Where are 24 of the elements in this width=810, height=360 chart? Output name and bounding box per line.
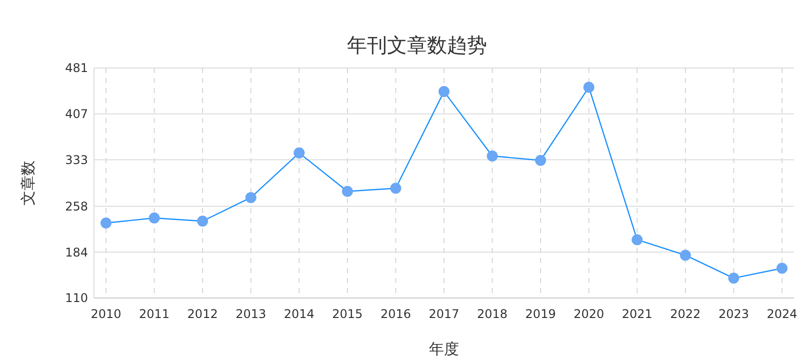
y-tick-label: 481 — [65, 61, 88, 76]
x-tick-label: 2018 — [477, 307, 508, 321]
x-tick-label: 2017 — [428, 307, 460, 321]
x-tick-label: 2015 — [332, 307, 363, 321]
x-tick-label: 2022 — [670, 307, 701, 321]
y-tick-label: 407 — [65, 107, 88, 122]
x-tick-label: 2019 — [525, 307, 556, 321]
x-tick-label: 2021 — [622, 307, 652, 321]
y-axis-title: 文章数 — [19, 160, 37, 206]
y-tick-label: 184 — [65, 245, 88, 260]
x-axis-title: 年度 — [429, 340, 459, 358]
x-tick-label: 2020 — [574, 307, 604, 321]
y-tick-label: 258 — [65, 199, 88, 214]
y-tick-label: 333 — [65, 152, 88, 167]
x-tick-label: 2023 — [718, 307, 749, 321]
x-tick-label: 2010 — [90, 307, 122, 321]
x-tick-label: 2013 — [236, 307, 266, 321]
x-tick-label: 2024 — [766, 307, 798, 321]
x-tick-label: 2011 — [139, 307, 170, 321]
x-tick-label: 2012 — [187, 307, 218, 321]
chart-title: 年刊文章数趋势 — [347, 33, 487, 57]
x-tick-label: 2016 — [380, 307, 411, 321]
y-tick-label: 110 — [65, 291, 88, 306]
x-tick-label: 2014 — [284, 307, 314, 321]
